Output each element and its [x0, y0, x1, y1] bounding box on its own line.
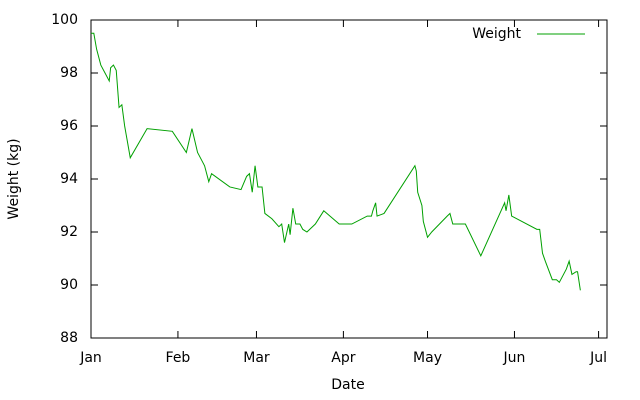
y-tick-label: 92	[60, 224, 78, 240]
x-tick-label: Feb	[166, 350, 191, 366]
plot-border	[90, 19, 608, 339]
legend-label: Weight	[472, 26, 521, 42]
x-tick-label: Jan	[79, 350, 102, 366]
x-tick-label: Mar	[243, 350, 270, 366]
data-line	[91, 32, 581, 291]
x-tick-label: Apr	[331, 350, 355, 366]
y-tick-label: 98	[60, 65, 78, 81]
x-tick-label: May	[413, 350, 442, 366]
x-axis-label: Date	[331, 377, 364, 393]
y-axis-label: Weight (kg)	[6, 138, 22, 219]
x-tick-label: Jul	[589, 350, 607, 366]
y-tick-label: 94	[60, 171, 78, 187]
y-tick-label: 90	[60, 277, 78, 293]
x-tick-label: Jun	[503, 350, 526, 366]
y-tick-label: 100	[51, 12, 78, 28]
y-tick-label: 88	[60, 330, 78, 346]
y-tick-label: 96	[60, 118, 78, 134]
